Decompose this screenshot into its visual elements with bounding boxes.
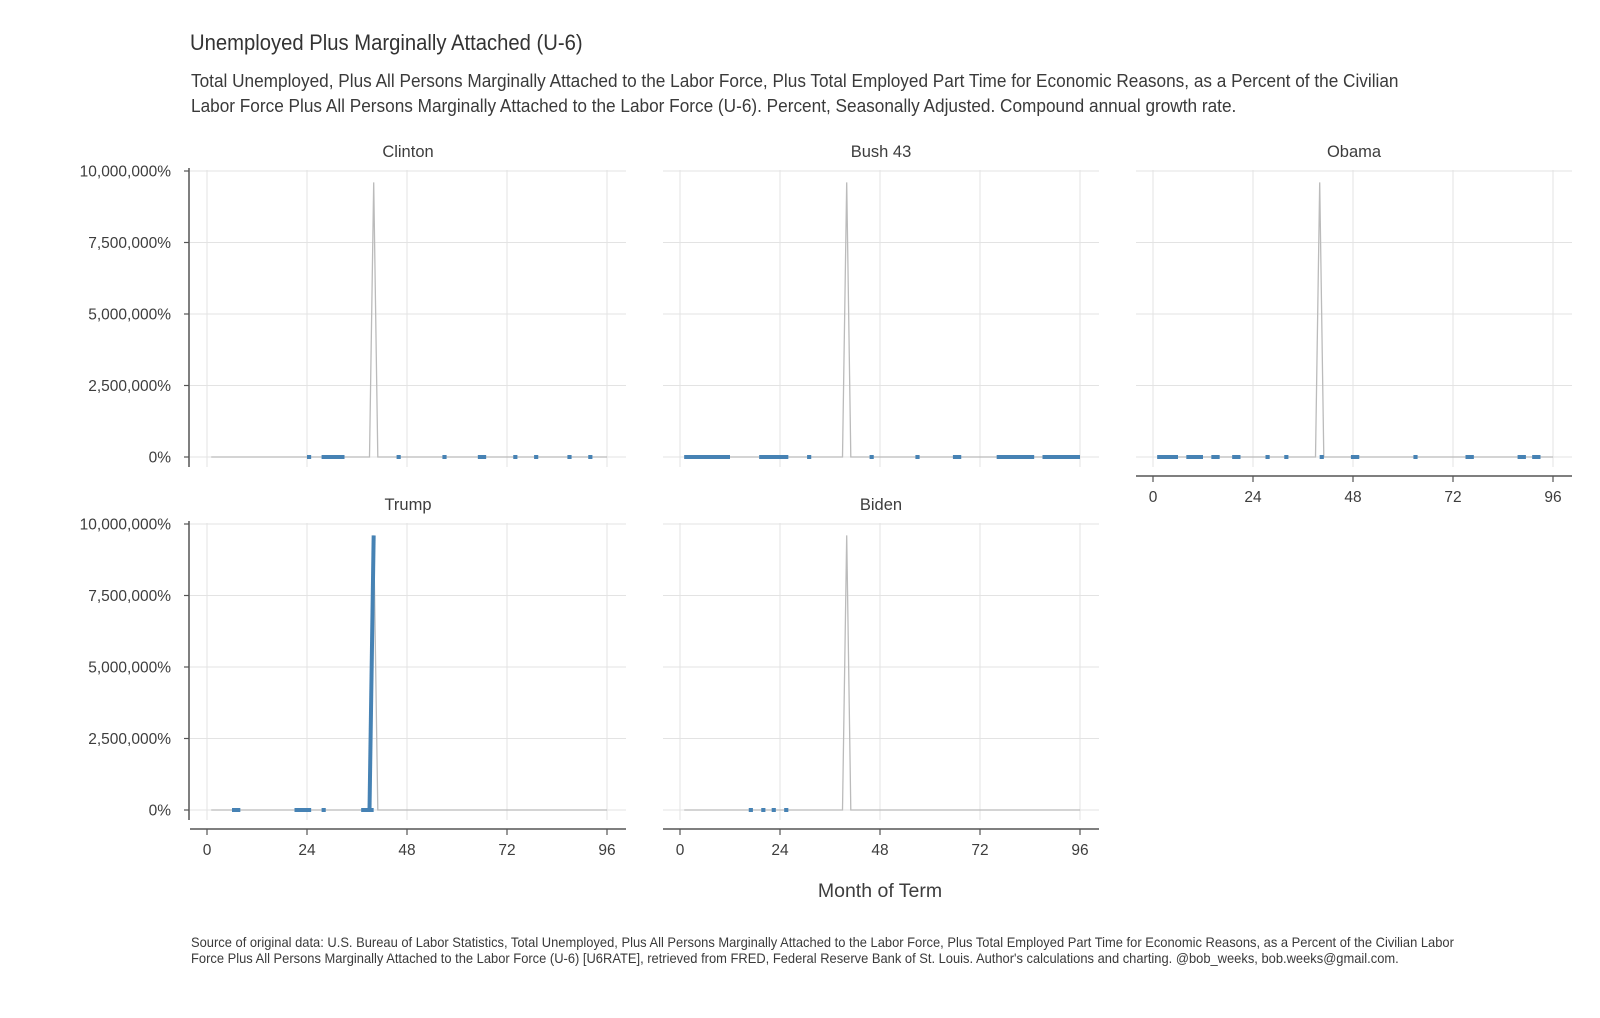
y-tick-label: 5,000,000%	[88, 660, 171, 677]
x-tick-label: 48	[398, 842, 415, 859]
background-series-line	[211, 535, 607, 811]
x-tick-label: 96	[1071, 842, 1088, 859]
x-tick-label: 48	[871, 842, 888, 859]
background-series-line	[684, 535, 1080, 811]
chart-subtitle: Total Unemployed, Plus All Persons Margi…	[191, 70, 1399, 116]
x-tick-label: 96	[1544, 489, 1561, 506]
x-tick-label: 96	[598, 842, 615, 859]
y-tick-label: 7,500,000%	[88, 235, 171, 252]
x-tick-label: 72	[971, 842, 988, 859]
panel-title: Trump	[384, 496, 431, 514]
x-tick-label: 0	[1149, 489, 1158, 506]
panel-obama: Obama 0 24 48 72 96	[1136, 143, 1572, 506]
chart-title: Unemployed Plus Marginally Attached (U-6…	[190, 30, 583, 55]
panel-title: Clinton	[382, 143, 433, 161]
x-tick-label: 24	[771, 842, 789, 859]
panel-title: Bush 43	[851, 143, 912, 161]
background-series-line	[684, 182, 1080, 458]
x-tick-label: 72	[498, 842, 515, 859]
y-tick-label: 10,000,000%	[80, 517, 172, 534]
x-tick-label: 24	[1244, 489, 1262, 506]
y-tick-label: 5,000,000%	[88, 307, 171, 324]
panel-title: Obama	[1327, 143, 1382, 161]
background-series-line	[1157, 182, 1553, 458]
background-series-line	[211, 182, 607, 458]
y-tick-label: 2,500,000%	[88, 378, 171, 395]
x-tick-label: 24	[298, 842, 316, 859]
x-tick-label: 72	[1444, 489, 1461, 506]
panel-bush-43: Bush 43	[663, 143, 1099, 467]
panel-biden: Biden 0 24 48 72 96	[663, 496, 1099, 859]
y-tick-label: 0%	[149, 450, 172, 467]
series-spike-line	[367, 535, 376, 811]
panel-title: Biden	[860, 496, 902, 514]
y-tick-label: 2,500,000%	[88, 731, 171, 748]
x-tick-label: 48	[1344, 489, 1361, 506]
y-tick-label: 7,500,000%	[88, 588, 171, 605]
y-tick-label: 10,000,000%	[80, 164, 172, 181]
x-tick-label: 0	[676, 842, 685, 859]
x-axis-title: Month of Term	[818, 880, 942, 902]
x-tick-label: 0	[203, 842, 212, 859]
chart-source-caption: Source of original data: U.S. Bureau of …	[191, 935, 1454, 966]
panel-clinton: Clinton 0% 2,500,000% 5,000,000% 7,500,000% 1…	[80, 143, 626, 467]
y-tick-label: 0%	[149, 803, 172, 820]
panel-trump: Trump 0% 2,500,000% 5,000,000% 7,500,000% 10,…	[80, 496, 626, 859]
